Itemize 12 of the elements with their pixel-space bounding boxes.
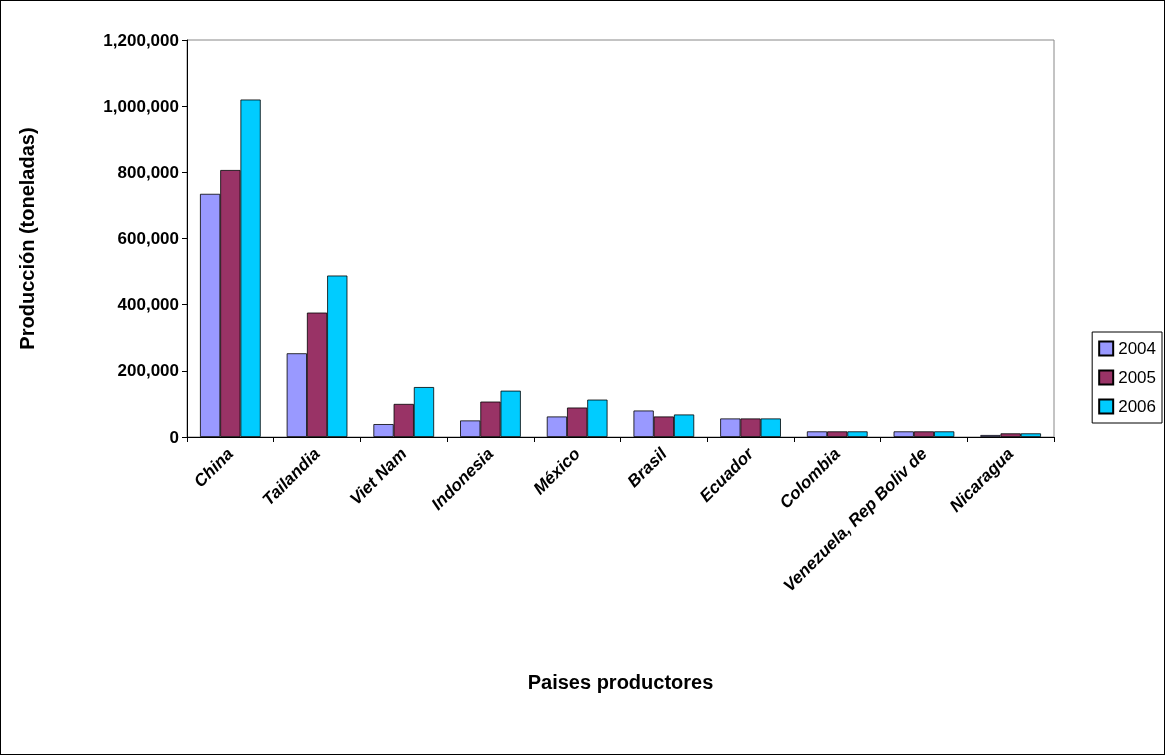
x-axis-title: Paises productores bbox=[527, 671, 714, 693]
y-tick-label: 1,000,000 bbox=[103, 96, 179, 116]
y-tick-label: 600,000 bbox=[117, 229, 179, 248]
y-tick-label: 200,000 bbox=[117, 361, 179, 381]
legend-label: 2005 bbox=[1118, 368, 1157, 387]
y-tick-label: 0 bbox=[169, 427, 179, 447]
y-tick-label: 800,000 bbox=[117, 162, 179, 182]
legend-label: 2006 bbox=[1118, 397, 1157, 416]
y-tick-label: 400,000 bbox=[117, 295, 179, 315]
y-axis-title: Producción (toneladas) bbox=[16, 127, 38, 350]
y-tick-label: 1,200,000 bbox=[103, 30, 179, 50]
legend-label: 2004 bbox=[1118, 339, 1157, 358]
